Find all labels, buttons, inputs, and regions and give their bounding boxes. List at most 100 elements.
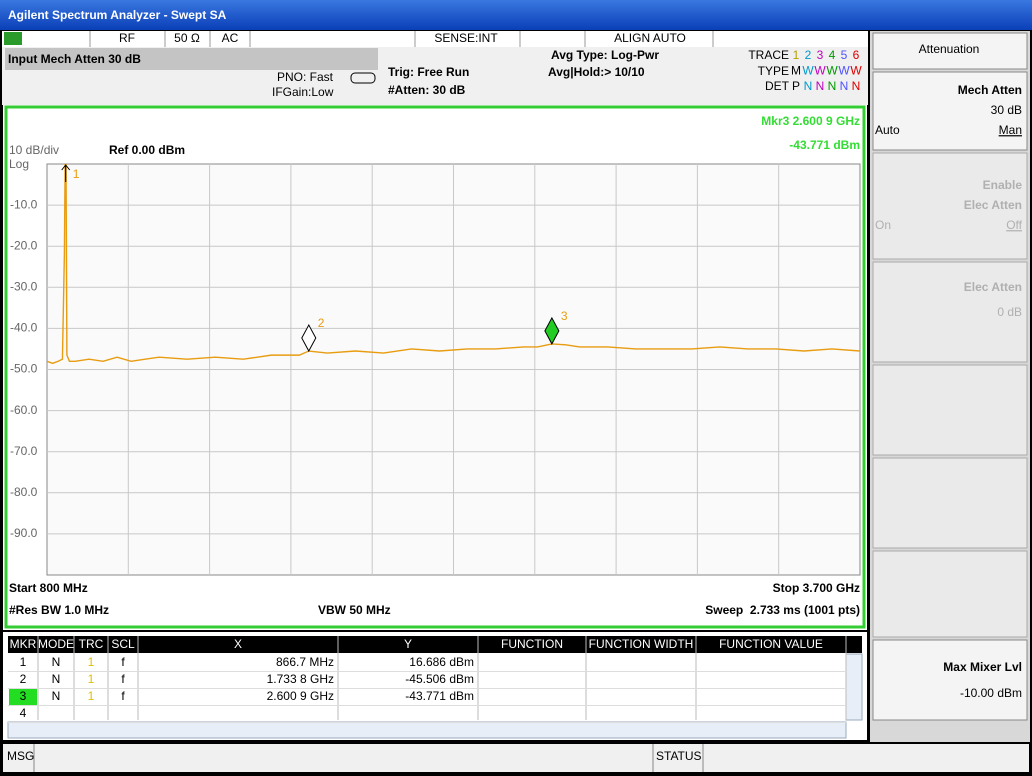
softkey-label: Enable [983, 178, 1023, 192]
table-header [8, 636, 862, 653]
v-scrollbar [845, 653, 863, 721]
log-label: Log [9, 157, 29, 171]
y-tick-label: -90.0 [10, 526, 38, 540]
trace-info-type: W [850, 64, 862, 78]
input-box [5, 48, 378, 70]
softkey[interactable] [872, 639, 1028, 721]
align-label: ALIGN AUTO [614, 31, 686, 45]
trace-info-det: N [840, 79, 849, 93]
ifgain: IFGain:Low [272, 85, 334, 99]
trace-info-det: N [852, 79, 861, 93]
table-header-cell: X [234, 637, 242, 651]
y-tick-label: -50.0 [10, 362, 38, 376]
trace-info-type: W [838, 64, 850, 78]
marker-arrow [61, 164, 71, 182]
pno: PNO: Fast [277, 70, 334, 84]
ref-level: Ref 0.00 dBm [109, 143, 185, 157]
y-tick-label: -80.0 [10, 485, 38, 499]
table-cell: 1 [88, 689, 95, 703]
table-header-cell: Y [404, 637, 412, 651]
table-cell: 2 [20, 672, 27, 686]
trig: Trig: Free Run [388, 65, 469, 79]
table-cell: 4 [20, 706, 27, 720]
avg-hold: Avg|Hold:> 10/10 [548, 65, 645, 79]
marker-readout-ampl: -43.771 dBm [789, 138, 860, 152]
trace-info-det: N [804, 79, 813, 93]
softkey-option: Auto [875, 123, 900, 137]
table-header-cell: FUNCTION [501, 637, 563, 651]
table-cell: -43.771 dBm [405, 689, 474, 703]
active-row-highlight [9, 689, 37, 705]
trace [47, 164, 860, 365]
impedance-label: 50 Ω [174, 31, 200, 45]
sweep: Sweep 2.733 ms (1001 pts) [705, 603, 860, 617]
vbw: VBW 50 MHz [318, 603, 391, 617]
avg-type: Avg Type: Log-Pwr [551, 48, 659, 62]
lxi-icon [4, 32, 22, 45]
y-tick-label: -70.0 [10, 444, 38, 458]
y-tick-label: -30.0 [10, 279, 38, 293]
atten: #Atten: 30 dB [388, 83, 466, 97]
table-cell: 16.686 dBm [409, 655, 474, 669]
softkey[interactable] [872, 261, 1028, 363]
marker-label: 3 [561, 309, 568, 323]
stop-freq: Stop 3.700 GHz [773, 581, 860, 595]
softkey-value: -10.00 dBm [960, 686, 1022, 700]
rf-label: RF [119, 31, 135, 45]
table-cell: f [121, 672, 125, 686]
softkey-value: 0 dB [997, 305, 1022, 319]
softkey[interactable] [872, 457, 1028, 549]
start-freq: Start 800 MHz [9, 581, 88, 595]
h-scrollbar [7, 721, 847, 739]
trace-info-trace: 2 [805, 48, 812, 62]
y-tick-label: -60.0 [10, 403, 38, 417]
marker-diamond [544, 316, 560, 345]
softkey-value: 30 dB [991, 103, 1022, 117]
trace-info-type: M [791, 64, 801, 78]
softkey-label: Max Mixer Lvl [943, 660, 1022, 674]
table-cell: -45.506 dBm [405, 672, 474, 686]
table-header-cell: MODE [38, 637, 74, 651]
table-header-cell: FUNCTION WIDTH [589, 637, 694, 651]
trace-info-det: N [816, 79, 825, 93]
y-tick-label: -20.0 [10, 238, 38, 252]
scale-label: 10 dB/div [9, 143, 59, 157]
window-title: Agilent Spectrum Analyzer - Swept SA [8, 8, 227, 22]
trace-info-det: P [792, 79, 800, 93]
table-cell: 1 [88, 655, 95, 669]
trace-label: TRACE [748, 48, 789, 62]
det-label: DET [765, 79, 790, 93]
softkey-label: Elec Atten [964, 280, 1022, 294]
table-cell: f [121, 689, 125, 703]
table-cell: 1 [20, 655, 27, 669]
softkey-label: Mech Atten [958, 83, 1022, 97]
table-cell: 866.7 MHz [276, 655, 334, 669]
y-tick-label: -40.0 [10, 321, 38, 335]
trace-group [47, 164, 860, 365]
trace-info-trace: 3 [817, 48, 824, 62]
trace-info-trace: 5 [841, 48, 848, 62]
softkey-option: Man [999, 123, 1022, 137]
table-cell: 1 [88, 672, 95, 686]
softkey-option: On [875, 218, 891, 232]
marker-readout-freq: Mkr3 2.600 9 GHz [761, 114, 860, 128]
status-row [2, 31, 868, 47]
softkey[interactable] [872, 71, 1028, 151]
softkey[interactable] [872, 364, 1028, 456]
softkey[interactable] [872, 550, 1028, 638]
table-cell: 3 [20, 689, 27, 703]
msg-label: MSG [7, 749, 34, 763]
trace-info-trace: 1 [793, 48, 800, 62]
rbw: #Res BW 1.0 MHz [9, 603, 109, 617]
marker-diamond [301, 323, 317, 353]
table-cell: f [121, 655, 125, 669]
marker-label: 2 [318, 316, 325, 330]
table-cell: N [52, 689, 61, 703]
trace-info-trace: 6 [853, 48, 860, 62]
softkey[interactable] [872, 152, 1028, 260]
title-bar [0, 0, 1032, 30]
trace-info-trace: 4 [829, 48, 836, 62]
menu-title-box [872, 32, 1028, 70]
